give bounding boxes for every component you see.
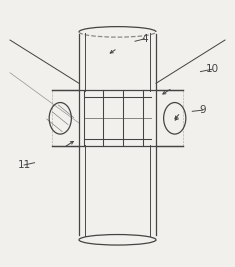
Ellipse shape	[49, 103, 71, 134]
Text: 4: 4	[141, 34, 148, 44]
Ellipse shape	[164, 103, 186, 134]
Text: 11: 11	[17, 160, 31, 170]
Text: 10: 10	[206, 64, 219, 74]
Text: 9: 9	[200, 105, 206, 115]
